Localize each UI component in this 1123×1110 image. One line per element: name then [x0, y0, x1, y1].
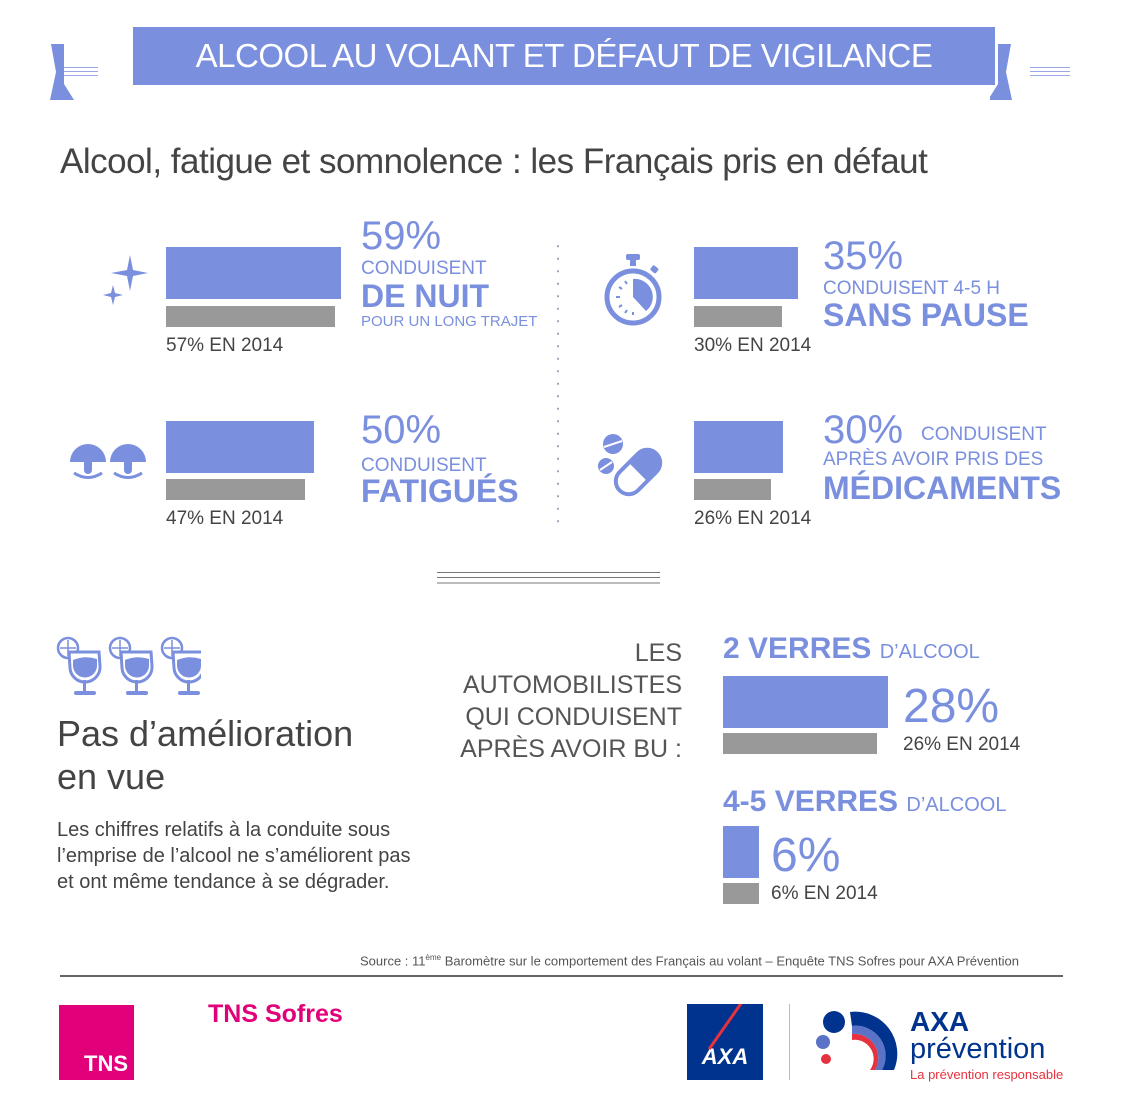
nopause-bold: SANS PAUSE: [823, 297, 1029, 333]
bar-tired-2014: [166, 479, 305, 500]
bar-meds-current: [694, 421, 783, 473]
verres2-bold: 2 VERRES: [723, 632, 872, 665]
axa-prevention-arc-icon: [816, 1011, 898, 1070]
nopause-2014-label: 30% EN 2014: [694, 335, 812, 356]
meds-line1: CONDUISENT: [921, 424, 1047, 445]
wine-glasses-icon: [56, 636, 201, 697]
tired-eyes-icon: [70, 444, 146, 479]
night-bold: DE NUIT: [361, 278, 489, 314]
tns-logo: TNS: [59, 1005, 134, 1080]
vertical-divider: [557, 240, 559, 530]
bar-45verres-2014: [723, 883, 759, 904]
section-divider: [437, 572, 660, 588]
verres2-title: 2 VERRES D’ALCOOL: [723, 632, 980, 666]
meds-bold: MÉDICAMENTS: [823, 470, 1062, 506]
axa-logo: AXA: [687, 1004, 763, 1080]
tns-sofres-label: TNS Sofres: [208, 1000, 343, 1028]
verres2-rest: D’ALCOOL: [879, 641, 980, 663]
automobilistes-label: LES AUTOMOBILISTES QUI CONDUISENT APRÈS …: [440, 637, 682, 765]
source-prefix: Source : 11: [360, 953, 426, 969]
meds-line2: APRÈS AVOIR PRIS DES: [823, 449, 1044, 470]
axa-prevention-subtitle: prévention: [910, 1033, 1046, 1065]
night-2014-label: 57% EN 2014: [166, 335, 284, 356]
tired-2014-label: 47% EN 2014: [166, 508, 284, 529]
auto-line: AUTOMOBILISTES: [462, 671, 682, 699]
source-note: Source : 11ème Baromètre sur le comporte…: [360, 953, 1019, 968]
body-line: l’emprise de l’alcool ne s’améliorent pa…: [57, 845, 411, 867]
bar-night-2014: [166, 306, 335, 327]
body-line: Les chiffres relatifs à la conduite sous: [57, 819, 391, 841]
axa-prevention-title: AXA: [910, 1006, 970, 1037]
body-line: et ont même tendance à se dégrader.: [57, 871, 390, 893]
ribbon-left-tail: [50, 44, 74, 100]
verres2-2014-label: 26% EN 2014: [903, 734, 1021, 755]
nopause-line1: CONDUISENT 4-5 H: [823, 278, 1001, 299]
auto-line: LES: [634, 639, 682, 667]
bar-nopause-2014: [694, 306, 782, 327]
subtitle: Alcool, fatigue et somnolence : les Fran…: [60, 142, 928, 181]
bar-tired-current: [166, 421, 314, 473]
ribbon-right-tail: [990, 44, 1012, 100]
night-value: 59%: [361, 214, 442, 258]
verres2-value: 28%: [903, 680, 1000, 733]
stopwatch-icon: [604, 254, 662, 326]
moon-stars-icon: [82, 255, 148, 324]
section2-body: Les chiffres relatifs à la conduite sous…: [57, 817, 411, 895]
banner-right-lines: [1030, 67, 1070, 79]
banner-left-lines: [58, 67, 98, 79]
tired-line1: CONDUISENT: [361, 455, 487, 476]
bar-2verres-2014: [723, 733, 877, 754]
source-sup: ème: [425, 953, 442, 962]
meds-2014-label: 26% EN 2014: [694, 508, 812, 529]
section2-title: Pas d’amélioration en vue: [57, 712, 353, 798]
axa-prevention-tagline: La prévention responsable: [910, 1067, 1064, 1082]
source-text: Baromètre sur le comportement des França…: [441, 953, 1019, 969]
auto-line: QUI CONDUISENT: [465, 703, 682, 731]
footer-divider: [60, 975, 1063, 977]
verres45-bold: 4-5 VERRES: [723, 785, 899, 818]
nopause-value: 35%: [823, 234, 904, 278]
verres45-value: 6%: [771, 829, 841, 882]
section2-title-line2: en vue: [57, 756, 166, 797]
bar-nopause-current: [694, 247, 798, 299]
section2-title-line1: Pas d’amélioration: [57, 713, 354, 754]
verres45-2014-label: 6% EN 2014: [771, 883, 878, 904]
bar-meds-2014: [694, 479, 771, 500]
banner-title: ALCOOL AU VOLANT ET DÉFAUT DE VIGILANCE: [133, 27, 995, 85]
tired-bold: FATIGUÉS: [361, 473, 519, 509]
logo-divider: [789, 1004, 790, 1080]
tired-value: 50%: [361, 408, 442, 452]
meds-value: 30%: [823, 408, 904, 452]
pills-icon: [598, 434, 663, 497]
bar-night-current: [166, 247, 341, 299]
verres45-rest: D’ALCOOL: [906, 794, 1007, 816]
auto-line: APRÈS AVOIR BU :: [460, 735, 682, 763]
night-line3: POUR UN LONG TRAJET: [361, 313, 538, 330]
verres45-title: 4-5 VERRES D’ALCOOL: [723, 785, 1006, 819]
bar-2verres-current: [723, 676, 888, 728]
night-line1: CONDUISENT: [361, 258, 487, 279]
bar-45verres-current: [723, 826, 759, 878]
